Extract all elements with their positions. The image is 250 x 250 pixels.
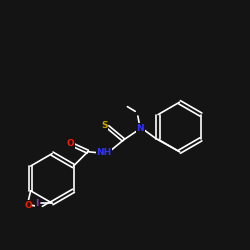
Text: O: O [66, 140, 74, 148]
Text: NH: NH [96, 148, 112, 158]
Text: I: I [35, 198, 39, 207]
Text: N: N [136, 124, 144, 133]
Text: S: S [102, 121, 108, 130]
Text: O: O [24, 200, 32, 209]
